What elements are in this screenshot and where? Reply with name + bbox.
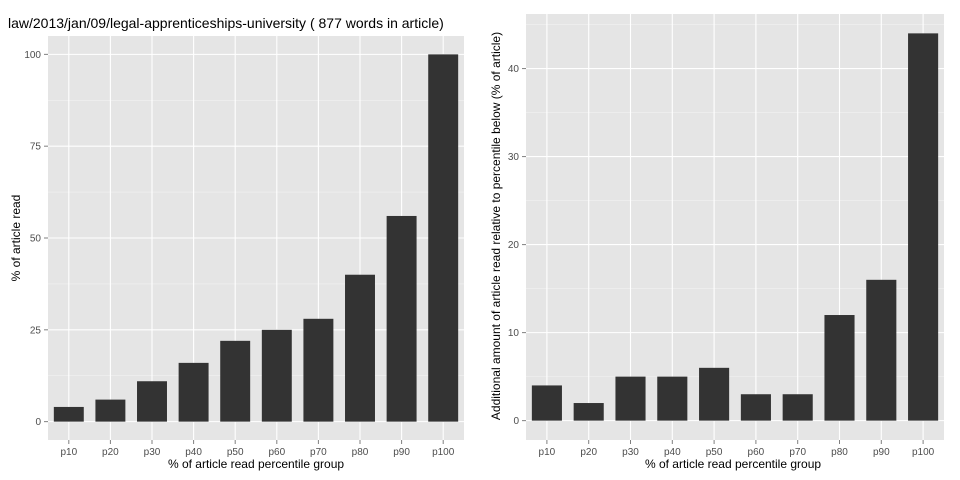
right-bar-p10: [531, 385, 562, 421]
left-bar-p20: [95, 399, 126, 422]
left-y-tick-label: 75: [30, 142, 42, 153]
left-bar-p70: [303, 318, 334, 422]
right-x-tick-label: p80: [831, 447, 848, 458]
right-chart-panel: 0 10 20 30 40 p10 p20 p30 p40 p50 p60 p70 p80 p90 p100: [508, 14, 944, 458]
right-bar-p50: [699, 367, 730, 421]
right-bar-p100: [908, 33, 939, 421]
right-y-tick-label: 40: [508, 64, 520, 75]
right-bar-p60: [740, 394, 771, 421]
left-x-tick-label: p100: [432, 447, 455, 458]
left-y-tick-label: 50: [30, 234, 42, 245]
left-x-tick-label: p40: [185, 447, 202, 458]
right-x-tick-label: p10: [539, 447, 556, 458]
right-y-axis-title: Additional amount of article read relati…: [489, 32, 503, 420]
right-y-tick-label: 0: [513, 416, 519, 427]
right-bar-p30: [615, 376, 646, 421]
left-bar-p80: [345, 274, 375, 422]
left-bar-p100: [428, 54, 459, 422]
left-x-tick-label: p90: [393, 447, 410, 458]
right-bar-p90: [866, 279, 897, 421]
left-bar-p90: [386, 215, 417, 422]
right-bar-p40: [657, 376, 688, 421]
left-x-tick-label: p60: [268, 447, 285, 458]
left-y-axis-title: % of article read: [9, 195, 23, 282]
right-x-axis-title: % of article read percentile group: [645, 457, 821, 471]
left-x-tick-label: p30: [144, 447, 161, 458]
right-x-tick-label: p30: [622, 447, 639, 458]
left-y-tick-label: 0: [35, 417, 41, 428]
right-x-tick-label: p70: [789, 447, 806, 458]
left-x-tick-label: p10: [60, 447, 77, 458]
right-bar-p20: [573, 403, 604, 421]
left-x-axis-title: % of article read percentile group: [168, 457, 344, 471]
right-x-tick-label: p20: [580, 447, 597, 458]
right-y-tick-label: 30: [508, 152, 520, 163]
left-x-tick-label: p70: [310, 447, 327, 458]
left-y-tick-label: 100: [24, 50, 41, 61]
left-bar-p50: [220, 340, 251, 422]
left-bar-p60: [261, 329, 292, 422]
left-x-tick-label: p50: [227, 447, 244, 458]
right-x-tick-label: p50: [706, 447, 723, 458]
chart-title: law/2013/jan/09/legal-apprenticeships-un…: [8, 15, 444, 31]
left-bar-p40: [178, 362, 209, 422]
left-bar-p10: [53, 406, 84, 422]
right-y-tick-label: 20: [508, 240, 520, 251]
right-x-tick-label: p60: [748, 447, 765, 458]
left-y-tick-label: 25: [30, 325, 42, 336]
right-bar-p80: [824, 315, 855, 421]
right-x-tick-label: p40: [664, 447, 681, 458]
left-x-tick-label: p20: [102, 447, 119, 458]
left-chart-panel: 0 25 50 75 100 p10 p20 p30 p40 p50 p60 p70 p80 p90 p10…: [24, 36, 464, 458]
left-bar-p30: [137, 381, 167, 422]
right-y-tick-label: 10: [508, 328, 520, 339]
right-x-tick-label: p90: [873, 447, 890, 458]
right-bar-p70: [782, 394, 813, 421]
right-x-tick-label: p100: [912, 447, 935, 458]
left-x-tick-label: p80: [352, 447, 369, 458]
